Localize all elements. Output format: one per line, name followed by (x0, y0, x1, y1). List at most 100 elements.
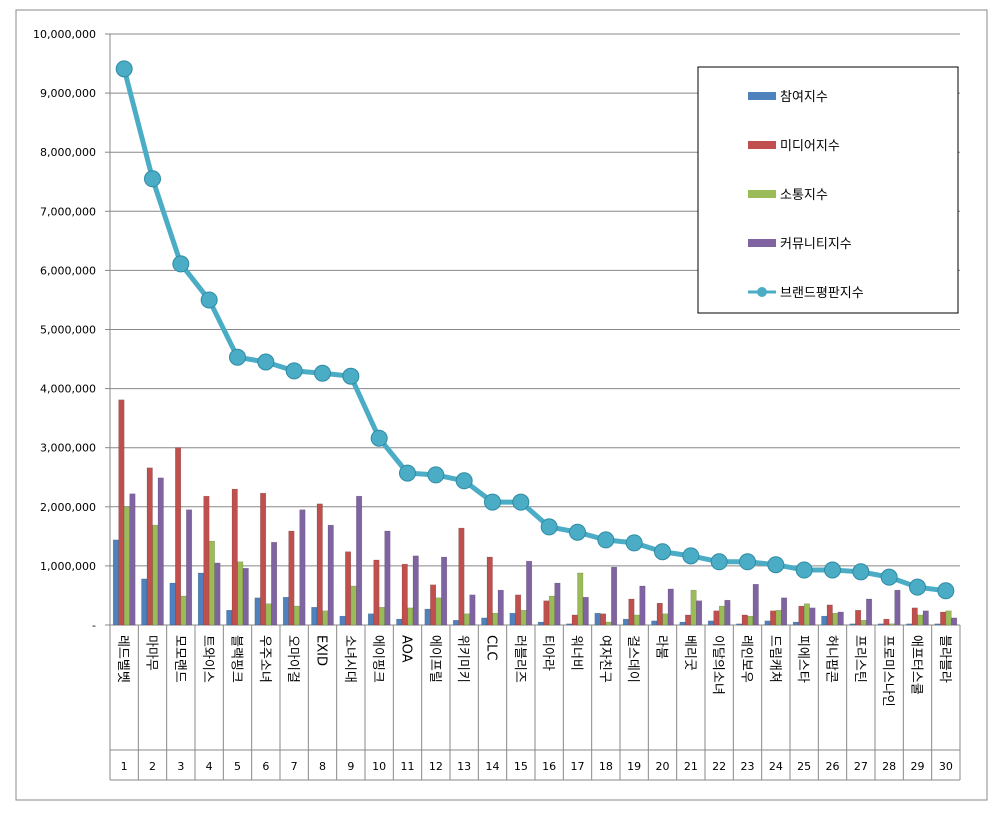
y-tick-label: 9,000,000 (40, 87, 96, 100)
rank-label: 6 (262, 760, 269, 773)
line-marker (512, 493, 530, 511)
bar (271, 542, 278, 626)
line-marker (370, 429, 388, 447)
line-marker (257, 353, 275, 371)
bar (299, 509, 306, 626)
x-tick-label: 모모랜드 (172, 635, 187, 683)
line-marker (710, 553, 728, 571)
rank-label: 25 (797, 760, 811, 773)
bar (492, 612, 499, 626)
bar (622, 618, 629, 626)
line-marker (172, 255, 190, 273)
rank-label: 18 (599, 760, 613, 773)
legend-swatch (748, 92, 776, 100)
bar (520, 609, 527, 626)
rank-label: 5 (234, 760, 241, 773)
rank-label: 10 (372, 760, 386, 773)
rank-label: 26 (826, 760, 840, 773)
bar (293, 605, 300, 626)
bar (894, 589, 901, 626)
rank-label: 8 (319, 760, 326, 773)
bar (781, 597, 788, 626)
bar (452, 620, 459, 626)
rank-label: 14 (486, 760, 500, 773)
line-marker (654, 543, 671, 561)
bar (118, 399, 125, 626)
bar (866, 598, 873, 626)
x-tick-label: 에이핑크 (370, 635, 385, 683)
bar (922, 610, 929, 626)
bar (752, 583, 759, 626)
x-tick-label: 에이프릴 (427, 635, 442, 683)
line-marker (795, 561, 813, 579)
bar (112, 539, 119, 626)
rank-label: 22 (712, 760, 726, 773)
bar (951, 617, 958, 626)
bar (515, 594, 522, 626)
bar (577, 572, 584, 626)
x-tick-label: 러블리즈 (512, 635, 527, 683)
y-tick-label: 4,000,000 (40, 383, 96, 396)
bar (407, 607, 414, 626)
bar (696, 600, 703, 626)
bar (821, 615, 828, 626)
legend-swatch (748, 239, 776, 247)
bar (707, 620, 714, 626)
legend-label: 소통지수 (780, 188, 828, 203)
bar (231, 488, 238, 626)
rank-label: 24 (769, 760, 783, 773)
line-marker (909, 578, 926, 596)
bar (214, 562, 221, 626)
x-tick-label: 마마무 (144, 635, 159, 671)
rank-label: 7 (291, 760, 298, 773)
x-tick-label: 베리굿 (682, 635, 697, 671)
bar (356, 495, 363, 626)
rank-label: 4 (206, 760, 213, 773)
bar (633, 614, 640, 626)
bar (832, 612, 839, 626)
x-tick-label: 우주소녀 (257, 635, 272, 683)
rank-label: 2 (149, 760, 156, 773)
bar (594, 612, 601, 626)
bar (226, 609, 233, 626)
rank-label: 15 (514, 760, 528, 773)
bar (197, 572, 204, 626)
bar (611, 566, 618, 626)
rank-label: 12 (429, 760, 443, 773)
x-tick-label: 이달의소녀 (710, 635, 725, 695)
bar (679, 621, 686, 626)
line-marker (200, 291, 218, 309)
y-tick-label: 7,000,000 (40, 205, 96, 218)
bar (316, 503, 323, 626)
rank-label: 17 (571, 760, 585, 773)
line-marker (625, 534, 643, 552)
bar (639, 585, 646, 626)
legend-swatch (748, 141, 776, 149)
bar (186, 509, 193, 626)
legend-label: 커뮤니티지수 (780, 237, 852, 252)
bar (792, 621, 799, 626)
x-tick-label: 블랙핑크 (229, 635, 244, 683)
line-marker (399, 464, 416, 482)
x-tick-label: 애프터스쿨 (909, 635, 924, 695)
bar (481, 617, 488, 626)
line-marker (682, 547, 700, 565)
bar (180, 595, 187, 626)
line-marker (880, 568, 898, 586)
bar (345, 551, 352, 626)
bar (322, 610, 329, 626)
x-tick-label: EXID (314, 635, 329, 666)
bar (208, 540, 215, 626)
bar (123, 506, 130, 626)
y-tick-label: 3,000,000 (40, 442, 96, 455)
bar (600, 613, 607, 626)
line-marker (739, 553, 756, 571)
bar (826, 604, 833, 626)
bar (486, 556, 493, 626)
y-tick-label: 2,000,000 (40, 501, 96, 514)
bar (713, 610, 720, 626)
legend-swatch (748, 190, 776, 198)
line-marker (342, 367, 360, 385)
x-tick-label: 드림캐쳐 (767, 635, 782, 683)
